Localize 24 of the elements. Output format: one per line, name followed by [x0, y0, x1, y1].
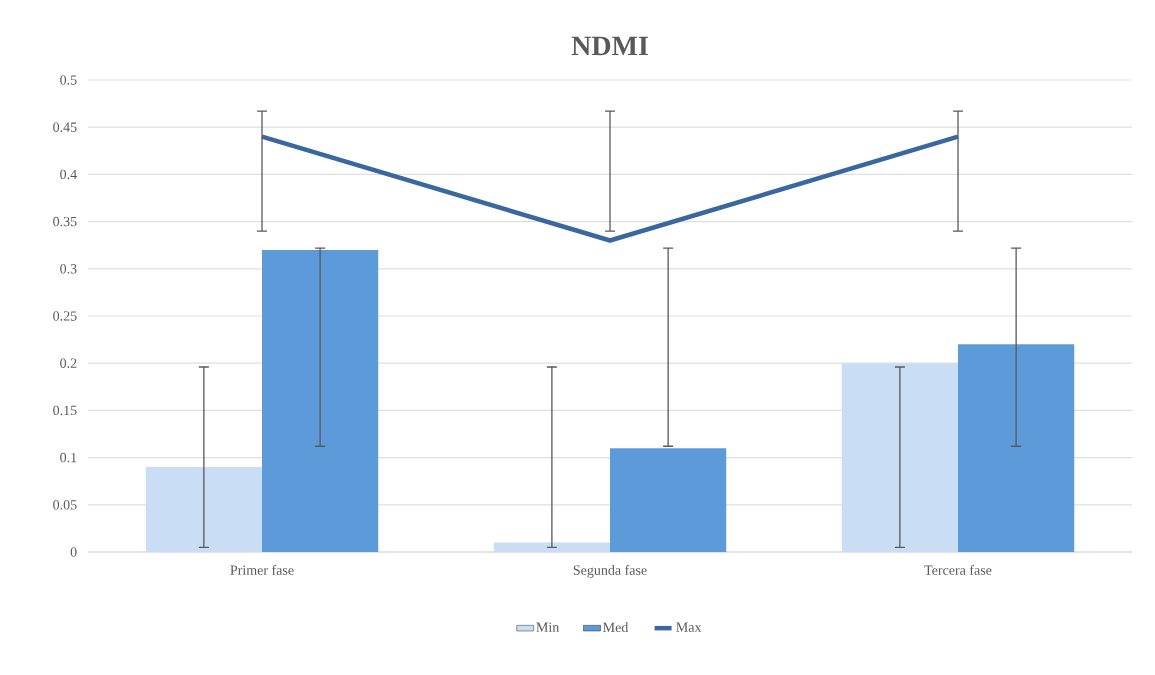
y-tick-label: 0.05	[53, 500, 77, 510]
bar	[145, 467, 262, 552]
y-tick-label: 0	[70, 547, 77, 557]
bar	[958, 344, 1075, 552]
y-tick-label: 0.45	[53, 122, 77, 132]
bar	[493, 542, 611, 552]
bar	[841, 363, 959, 552]
y-tick-label: 0.1	[60, 452, 77, 463]
chart-title: NDMI	[571, 36, 648, 56]
legend-label: Min	[536, 622, 560, 632]
bar	[262, 249, 379, 552]
x-tick-label: Tercera fase	[924, 564, 992, 575]
y-tick-label: 0.15	[53, 405, 77, 416]
legend-label: Max	[676, 622, 702, 632]
y-tick-label: 0.4	[60, 169, 77, 180]
y-tick-label: 0.2	[60, 358, 77, 368]
legend-label: Med	[603, 622, 629, 633]
y-tick-label: 0.5	[60, 75, 77, 85]
y-tick-label: 0.25	[53, 311, 77, 321]
x-tick-label: Segunda fase	[573, 564, 647, 578]
x-tick-label: Primer fase	[230, 564, 294, 575]
y-tick-label: 0.35	[53, 216, 77, 227]
bar	[610, 448, 727, 552]
y-tick-label: 0.3	[60, 264, 77, 274]
